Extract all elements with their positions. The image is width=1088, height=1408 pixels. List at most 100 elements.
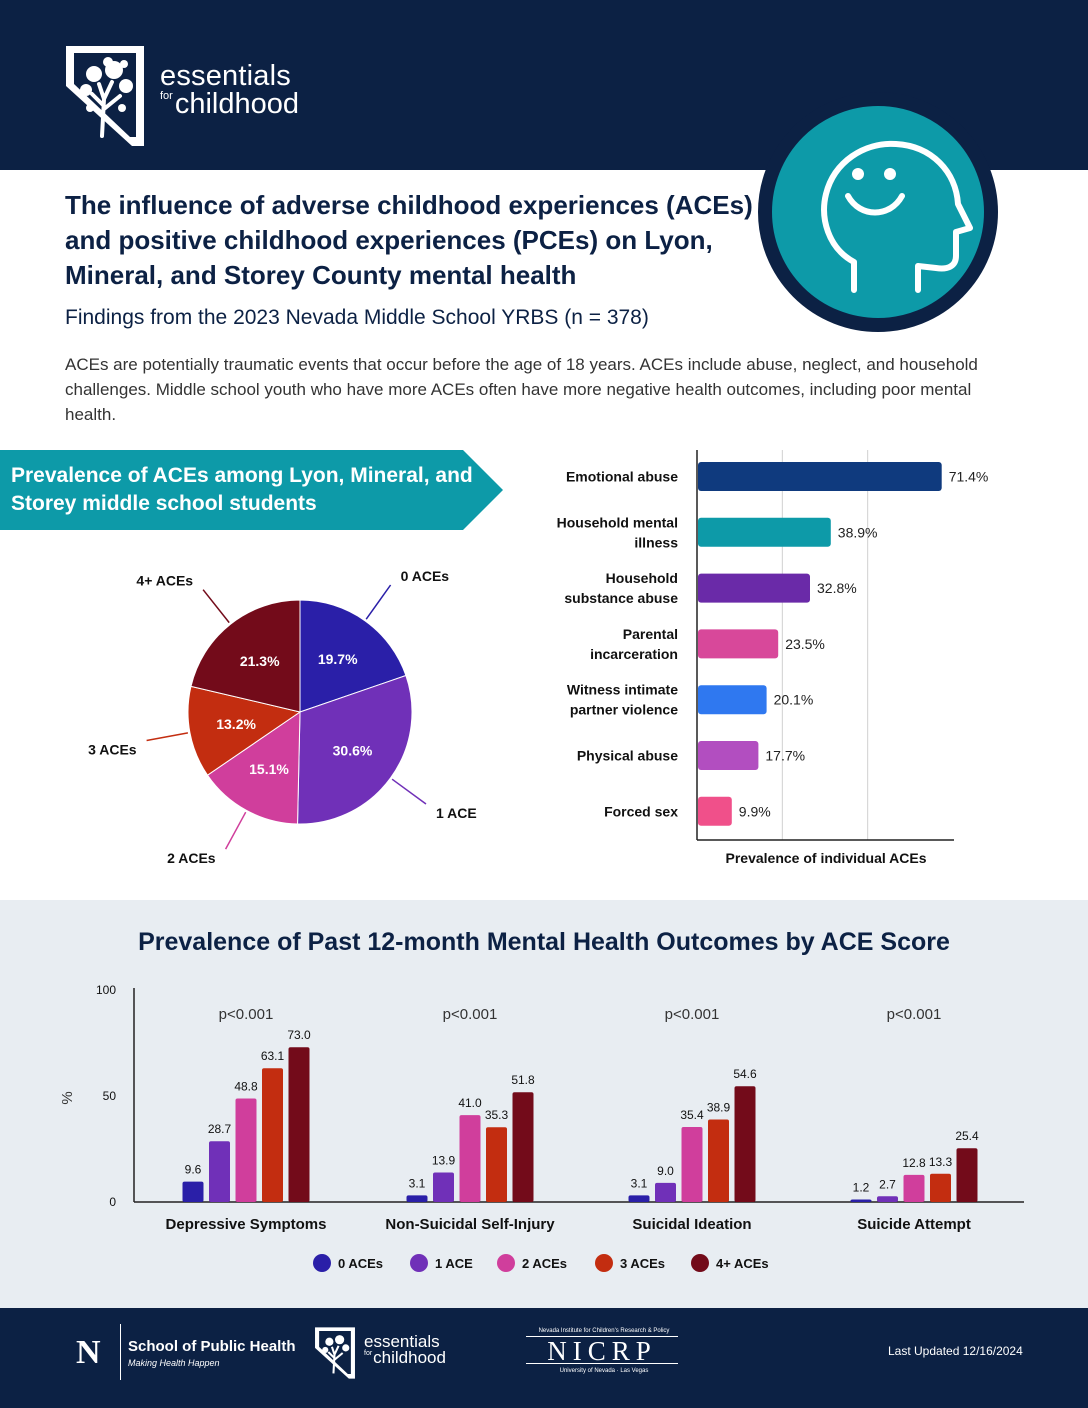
pie-category-label: 0 ACEs: [401, 570, 450, 584]
hbar-value-label: 20.1%: [774, 692, 814, 708]
legend-label: 4+ ACEs: [716, 1256, 769, 1271]
outcomes-section-band: [0, 900, 1088, 1308]
legend-label: 3 ACEs: [620, 1256, 665, 1271]
nicrp-university: University of Nevada · Las Vegas: [559, 1368, 649, 1374]
outcome-bar-value-label: 1.2: [853, 1181, 870, 1195]
logo-text-for: for: [160, 90, 173, 102]
footer-logo-childhood-word: childhood: [373, 1348, 446, 1367]
outcome-category-label: Suicide Attempt: [857, 1216, 971, 1233]
intro-paragraph: ACEs are potentially traumatic events th…: [65, 355, 978, 424]
legend-label: 2 ACEs: [522, 1256, 567, 1271]
pie-category-label: 4+ ACEs: [136, 573, 193, 589]
footer-band: [0, 1308, 1088, 1408]
pie-category-label: 2 ACEs: [167, 850, 216, 866]
hbar-category-label: Physical abuse: [577, 748, 678, 764]
outcome-bar-4-aces: [288, 1047, 310, 1202]
footer-essentials-logo: essentials forchildhood: [314, 1326, 474, 1382]
essentials-for-childhood-logo: essentials forchildhood: [64, 44, 354, 148]
outcome-bar-value-label: 63.1: [261, 1049, 285, 1063]
hbar-household-substance-abuse: [698, 573, 810, 603]
hbar-category-label: Forced sex: [604, 803, 678, 819]
hbar-category-label: illness: [634, 534, 678, 550]
outcome-bar-0-aces: [182, 1181, 204, 1202]
hbar-value-label: 9.9%: [739, 803, 771, 819]
footer-logo-essentials: essentials: [364, 1332, 440, 1351]
hbar-category-label: Witness intimate: [567, 682, 678, 698]
hbar-value-label: 23.5%: [785, 636, 825, 652]
pie-slice-2-aces: [206, 711, 301, 825]
footer-logo-for: for: [364, 1350, 373, 1357]
hbar-value-label: 71.4%: [949, 469, 989, 485]
outcome-bar-value-label: 28.7: [208, 1122, 232, 1136]
pie-leader-line: [146, 732, 189, 742]
legend-swatch-3-aces: [595, 1254, 613, 1272]
hbar-category-label: Household: [606, 570, 678, 586]
nicrp-logo: Nevada Institute for Children's Research…: [524, 1328, 684, 1378]
legend-swatch-2-aces: [497, 1254, 515, 1272]
page-subtitle: Findings from the 2023 Nevada Middle Sch…: [65, 306, 649, 329]
outcome-bar-2-aces: [235, 1098, 257, 1202]
outcome-bar-value-label: 35.4: [680, 1108, 704, 1122]
outcome-p-value: p<0.001: [887, 1006, 942, 1023]
pie-value-label: 15.1%: [249, 761, 289, 777]
hbar-category-label: incarceration: [590, 646, 678, 662]
logo-text-childhood: forchildhood: [160, 88, 299, 121]
outcome-bar-0-aces: [406, 1195, 428, 1202]
legend-swatch-1-ace: [410, 1254, 428, 1272]
outcome-bar-value-label: 12.8: [902, 1156, 926, 1170]
outcome-bar-value-label: 35.3: [485, 1108, 509, 1122]
hbar-value-label: 38.9%: [838, 524, 878, 540]
pie-category-label: 1 ACE: [436, 805, 477, 821]
pie-leader-line: [202, 589, 230, 624]
pie-slice-0-aces: [299, 599, 407, 713]
individual-aces-bar-chart: Emotional abuse Household mental illness Ho…: [557, 450, 989, 866]
last-updated-date: Last Updated 12/16/2024: [888, 1344, 1023, 1358]
hbar-category-label: substance abuse: [564, 590, 678, 606]
footer-logo-childhood: forchildhood: [364, 1348, 446, 1368]
hbar-x-axis-label: Prevalence of individual ACEs: [726, 850, 927, 866]
hbar-category-label: Parental: [623, 626, 678, 642]
outcome-bar-value-label: 3.1: [409, 1176, 426, 1190]
school-of-public-health-logo: N School of Public Health Making Health …: [62, 1322, 296, 1382]
section-banner-title: Prevalence of ACEs among Lyon, Mineral, …: [11, 464, 473, 515]
outcome-bar-3-aces: [708, 1119, 729, 1202]
outcomes-y-tick-label: 100: [96, 983, 116, 997]
unr-tagline: Making Health Happen: [128, 1358, 220, 1368]
outcome-bar-2-aces: [903, 1174, 925, 1202]
outcome-bar-value-label: 13.3: [929, 1155, 953, 1169]
legend-label: 1 ACE: [435, 1256, 473, 1271]
logo-text-childhood-word: childhood: [174, 88, 299, 120]
outcomes-chart-title: Prevalence of Past 12-month Mental Healt…: [138, 928, 950, 956]
unr-school-name: School of Public Health: [128, 1338, 296, 1355]
outcome-bar-4-aces: [956, 1148, 978, 1202]
unr-n-mark: N: [76, 1334, 101, 1371]
outcome-bar-value-label: 73.0: [287, 1028, 311, 1042]
outcome-category-label: Depressive Symptoms: [166, 1216, 327, 1233]
footer-nevada-tree-icon: [315, 1327, 355, 1379]
pie-value-label: 19.7%: [318, 651, 358, 667]
ace-count-pie-chart: 19.7% 30.6% 15.1% 13.2% 21.3% 0 ACEs 1 ACE 2 A…: [88, 570, 477, 866]
outcome-bar-value-label: 2.7: [879, 1177, 896, 1191]
outcomes-y-tick-label: 50: [103, 1089, 117, 1103]
outcome-bar-4-aces: [512, 1092, 534, 1202]
outcome-bar-value-label: 13.9: [432, 1154, 456, 1168]
pie-slice-4-aces: [190, 599, 301, 713]
hbar-emotional-abuse: [698, 462, 942, 491]
legend-swatch-0-aces: [313, 1254, 331, 1272]
outcomes-y-tick-label: 0: [109, 1195, 116, 1209]
nicrp-wordmark: NICRP: [526, 1336, 678, 1365]
nevada-tree-icon: [66, 46, 144, 146]
outcome-bar-2-aces: [459, 1115, 481, 1202]
outcome-bar-1-ace: [209, 1141, 230, 1202]
outcome-bar-1-ace: [655, 1182, 676, 1202]
unr-logo-divider: [120, 1324, 121, 1380]
pie-value-label: 21.3%: [240, 653, 280, 669]
outcome-bar-value-label: 38.9: [707, 1101, 731, 1115]
legend-label: 0 ACEs: [338, 1256, 383, 1271]
outcome-bar-value-label: 48.8: [234, 1080, 258, 1094]
outcome-p-value: p<0.001: [443, 1006, 498, 1023]
outcome-bar-1-ace: [877, 1196, 898, 1202]
pie-slice-1-ace: [297, 674, 413, 825]
hbar-category-label: partner violence: [570, 702, 678, 718]
